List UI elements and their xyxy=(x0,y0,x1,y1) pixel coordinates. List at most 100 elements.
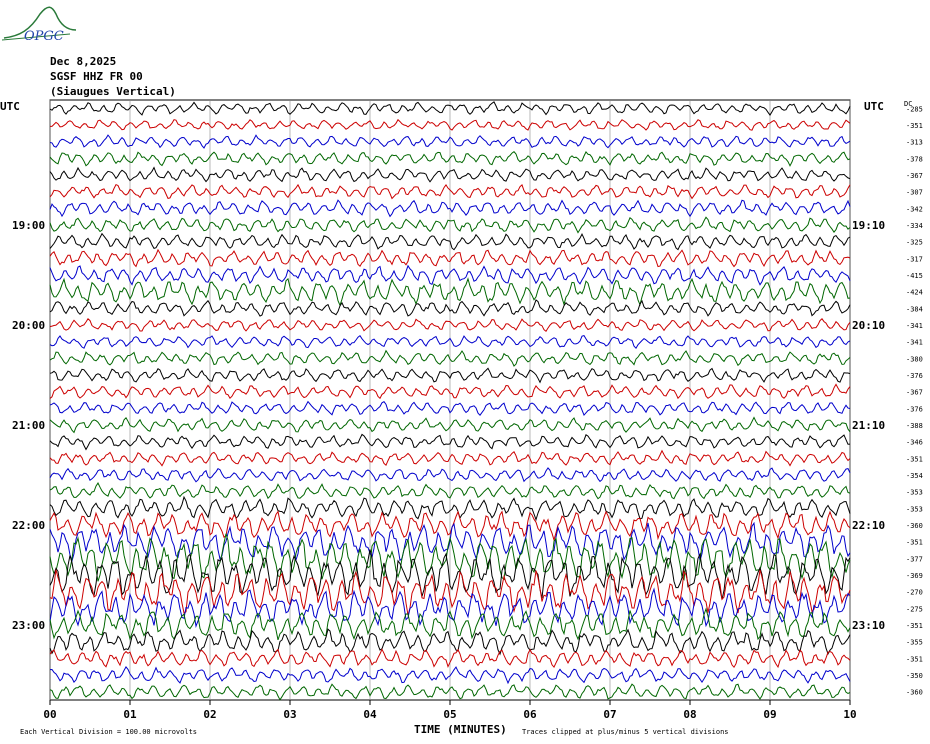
dc-value: -354 xyxy=(906,472,923,480)
right-utc-label: UTC xyxy=(864,100,884,113)
dc-value: -380 xyxy=(906,355,923,363)
dc-value: -376 xyxy=(906,372,923,380)
dc-value: -360 xyxy=(906,689,923,697)
footer-right: Traces clipped at plus/minus 5 vertical … xyxy=(522,728,729,736)
dc-value: -270 xyxy=(906,589,923,597)
dc-value: -353 xyxy=(906,505,923,513)
x-tick-label: 07 xyxy=(603,708,616,721)
x-tick-label: 08 xyxy=(683,708,696,721)
seismic-trace xyxy=(49,166,851,183)
seismic-trace xyxy=(49,416,851,434)
seismic-trace xyxy=(49,433,851,451)
trace-group xyxy=(49,101,851,701)
dc-value: -341 xyxy=(906,339,923,347)
seismic-trace xyxy=(49,666,851,685)
x-tick-label: 02 xyxy=(203,708,216,721)
x-tick-label: 03 xyxy=(283,708,296,721)
dc-value: -353 xyxy=(906,489,923,497)
left-hour-label: 19:00 xyxy=(12,219,45,232)
right-hour-label: 21:10 xyxy=(852,419,885,432)
dc-value: -378 xyxy=(906,155,923,163)
dc-value: -317 xyxy=(906,255,923,263)
dc-value: -350 xyxy=(906,672,923,680)
right-hour-label: 22:10 xyxy=(852,519,885,532)
seismic-trace xyxy=(49,628,851,656)
dc-value: -355 xyxy=(906,639,923,647)
dc-value: -424 xyxy=(906,289,923,297)
dc-value: -376 xyxy=(906,405,923,413)
right-hour-label: 23:10 xyxy=(852,619,885,632)
dc-value: -367 xyxy=(906,172,923,180)
seismic-trace xyxy=(49,383,851,400)
seismic-trace xyxy=(49,400,851,417)
seismic-trace xyxy=(49,264,851,286)
dc-value: -384 xyxy=(906,305,923,313)
seismic-trace xyxy=(49,134,851,149)
seismic-trace xyxy=(49,367,851,384)
dc-value: -342 xyxy=(906,205,923,213)
opgc-logo: OPGC xyxy=(1,6,77,44)
seismic-trace xyxy=(49,683,851,701)
dc-value: -275 xyxy=(906,605,923,613)
footer-left: Each Vertical Division = 100.00 microvol… xyxy=(20,728,197,736)
seismic-trace xyxy=(49,101,851,117)
seismic-trace xyxy=(49,549,851,600)
seismic-trace xyxy=(49,318,851,333)
seismic-trace xyxy=(50,118,851,131)
seismic-trace xyxy=(49,648,851,669)
dc-value: -351 xyxy=(906,455,923,463)
seismic-trace xyxy=(49,248,851,268)
seismic-trace xyxy=(49,232,851,251)
dc-value: -285 xyxy=(906,105,923,113)
dc-value: -369 xyxy=(906,572,923,580)
x-tick-label: 04 xyxy=(363,708,377,721)
header-date: Dec 8,2025 xyxy=(50,55,117,68)
left-hour-label: 23:00 xyxy=(12,619,45,632)
x-axis-label: TIME (MINUTES) xyxy=(414,723,507,736)
seismic-trace xyxy=(49,521,851,563)
right-hour-label: 20:10 xyxy=(852,319,885,332)
seismic-trace xyxy=(49,199,851,218)
dc-value: -377 xyxy=(906,555,923,563)
header-station: SGSF HHZ FR 00 xyxy=(50,70,143,83)
left-utc-label: UTC xyxy=(0,100,20,113)
dc-value: -346 xyxy=(906,439,923,447)
dc-value: -334 xyxy=(906,222,923,230)
seismic-trace xyxy=(49,495,851,522)
dc-value: -351 xyxy=(906,122,923,130)
header-location: (Siaugues Vertical) xyxy=(50,85,176,98)
left-hour-label: 20:00 xyxy=(12,319,45,332)
seismic-trace xyxy=(49,334,851,350)
seismic-trace xyxy=(49,510,851,542)
label-group: 00 01 02 03 04 05 06 07 08 09 10 -285 -351 -313 -378 -3… xyxy=(12,105,923,721)
x-tick-label: 06 xyxy=(523,708,537,721)
seismic-trace xyxy=(49,587,851,629)
seismic-trace xyxy=(49,467,851,483)
x-tick-label: 09 xyxy=(763,708,776,721)
seismic-trace xyxy=(49,277,851,307)
grid-lines xyxy=(49,99,851,705)
dc-value: -307 xyxy=(906,189,923,197)
seismic-trace xyxy=(49,569,851,616)
dc-value: -415 xyxy=(906,272,923,280)
dc-label: DC xyxy=(904,100,912,108)
dc-value: -351 xyxy=(906,655,923,663)
seismic-trace xyxy=(49,150,851,167)
right-hour-label: 19:10 xyxy=(852,219,885,232)
seismic-trace xyxy=(49,449,851,467)
seismic-trace xyxy=(49,299,851,317)
seismic-trace xyxy=(49,216,851,234)
left-hour-label: 21:00 xyxy=(12,419,45,432)
logo-text: OPGC xyxy=(24,29,64,44)
seismic-trace xyxy=(49,349,851,367)
dc-value: -341 xyxy=(906,322,923,330)
x-tick-label: 01 xyxy=(123,708,137,721)
seismic-trace xyxy=(49,607,851,641)
dc-value: -367 xyxy=(906,389,923,397)
seismic-trace xyxy=(49,481,851,500)
left-hour-label: 22:00 xyxy=(12,519,45,532)
seismic-trace xyxy=(49,183,851,200)
dc-value: -388 xyxy=(906,422,923,430)
x-tick-label: 00 xyxy=(43,708,56,721)
